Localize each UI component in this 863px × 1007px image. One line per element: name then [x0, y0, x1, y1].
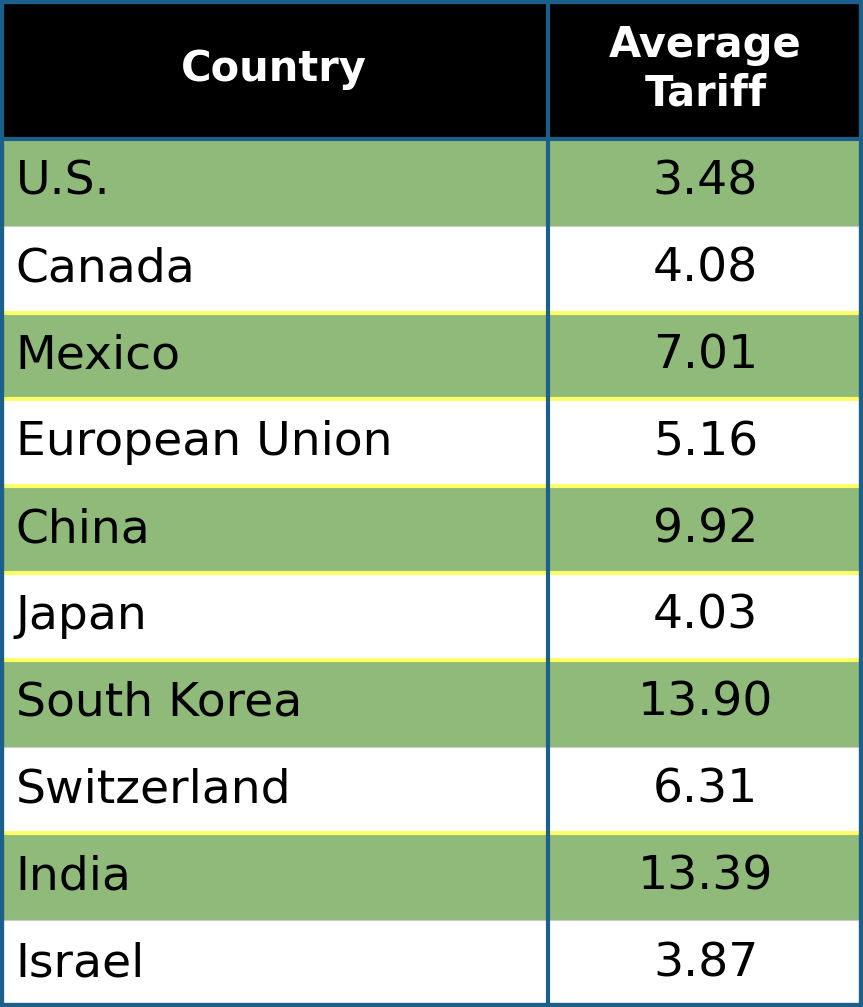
Text: Canada: Canada — [16, 247, 195, 292]
Text: India: India — [16, 854, 131, 899]
Text: Country: Country — [181, 48, 367, 91]
Text: 4.03: 4.03 — [653, 594, 758, 638]
Text: 3.48: 3.48 — [652, 160, 759, 204]
Bar — [0, 660, 863, 746]
Text: 9.92: 9.92 — [652, 508, 759, 552]
Text: China: China — [16, 508, 150, 552]
Bar — [0, 920, 863, 1007]
Bar — [0, 486, 863, 573]
Bar — [0, 139, 863, 226]
Text: Japan: Japan — [16, 594, 148, 638]
Text: 13.39: 13.39 — [638, 854, 773, 899]
Text: South Korea: South Korea — [16, 681, 302, 726]
Bar — [0, 0, 863, 139]
Text: 5.16: 5.16 — [653, 420, 758, 465]
Bar — [0, 746, 863, 834]
Text: 7.01: 7.01 — [653, 333, 758, 379]
Text: 13.90: 13.90 — [638, 681, 773, 726]
Bar — [0, 312, 863, 400]
Text: Switzerland: Switzerland — [16, 767, 291, 813]
Text: Israel: Israel — [16, 942, 145, 986]
Text: U.S.: U.S. — [16, 160, 110, 204]
Bar — [0, 400, 863, 486]
Text: Mexico: Mexico — [16, 333, 180, 379]
Text: European Union: European Union — [16, 420, 392, 465]
Bar — [0, 834, 863, 920]
Text: 6.31: 6.31 — [653, 767, 758, 813]
Text: 4.08: 4.08 — [653, 247, 758, 292]
Bar — [0, 573, 863, 660]
Bar — [0, 226, 863, 312]
Text: 3.87: 3.87 — [653, 942, 758, 986]
Text: Average
Tariff: Average Tariff — [609, 24, 802, 115]
